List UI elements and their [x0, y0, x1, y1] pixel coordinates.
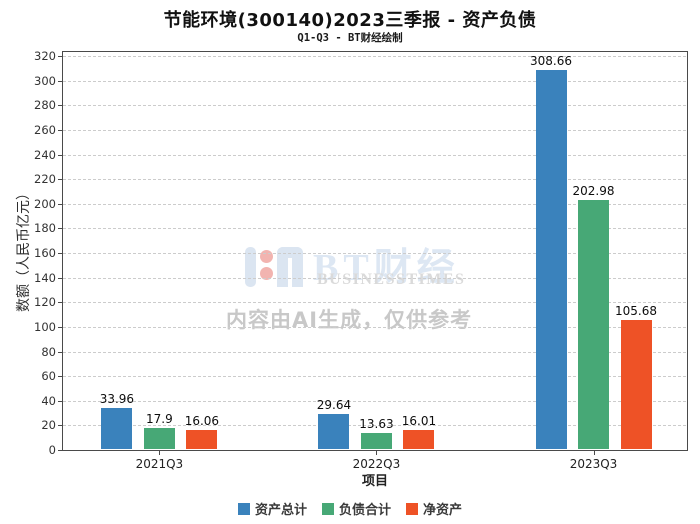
y-tick-label: 120: [34, 295, 56, 310]
gridline: [63, 203, 686, 205]
page-title: 节能环境(300140)2023三季报 - 资产负债: [163, 10, 537, 31]
y-tick-label: 180: [34, 221, 56, 236]
gridline: [63, 326, 686, 328]
gridline: [63, 179, 686, 181]
bar-2021Q3-负债合计: [143, 427, 175, 449]
gridline: [63, 302, 686, 304]
y-tick-mark: [58, 450, 62, 451]
bar-2022Q3-净资产: [403, 430, 435, 449]
y-tick-label: 240: [34, 147, 56, 162]
y-tick-label: 200: [34, 196, 56, 211]
y-tick-mark: [58, 425, 62, 427]
y-tick-label: 140: [34, 270, 56, 285]
y-tick-label: 0: [48, 443, 56, 457]
x-axis-title: 项目: [361, 474, 388, 489]
y-tick-mark: [58, 105, 62, 107]
bar-value-label: 105.68: [615, 303, 657, 318]
legend-label: 资产总计: [254, 503, 307, 518]
bar-2023Q3-净资产: [620, 319, 652, 449]
bar-2021Q3-净资产: [186, 430, 218, 449]
y-tick-label: 300: [34, 73, 56, 88]
x-tick-mark: [593, 451, 595, 455]
chart-subtitle: Q1-Q3 - BT财经绘制: [297, 32, 403, 44]
gridline: [63, 425, 686, 427]
gridline: [63, 56, 686, 57]
gridline: [63, 228, 686, 230]
bar-value-label: 33.96: [99, 392, 135, 407]
y-tick-mark: [58, 326, 62, 328]
bar-value-label: 17.9: [146, 411, 173, 426]
y-tick-mark: [58, 302, 62, 304]
y-tick-mark: [58, 56, 62, 57]
bar-2021Q3-资产总计: [101, 408, 133, 449]
legend: 资产总计 负债合计 净资产: [0, 499, 700, 518]
legend-swatch-icon: [406, 502, 418, 515]
bar-value-label: 308.66: [530, 53, 572, 68]
gridline: [63, 105, 686, 107]
y-tick-label: 280: [34, 98, 56, 113]
gridline: [63, 376, 686, 378]
bar-value-label: 29.64: [316, 397, 352, 412]
x-tick-label: 2021Q3: [135, 457, 184, 471]
gridline: [63, 154, 686, 156]
y-tick-mark: [58, 228, 62, 230]
bar-2023Q3-资产总计: [535, 69, 567, 449]
x-tick-label: 2023Q3: [569, 457, 618, 471]
bar-value-label: 13.63: [359, 417, 394, 432]
legend-swatch-icon: [237, 502, 250, 515]
gridline: [63, 129, 686, 131]
bar-value-label: 16.06: [184, 414, 220, 429]
x-tick-label: 2022Q3: [352, 457, 401, 471]
bar-value-label: 202.98: [572, 184, 615, 199]
y-tick-mark: [58, 253, 62, 254]
x-tick-mark: [376, 451, 378, 455]
y-tick-mark: [58, 400, 62, 402]
legend-label: 净资产: [423, 503, 463, 518]
y-tick-mark: [58, 351, 62, 353]
y-tick-label: 100: [34, 319, 56, 334]
y-tick-mark: [58, 179, 62, 181]
y-tick-label: 40: [41, 393, 56, 408]
bar-value-label: 16.01: [401, 414, 437, 429]
y-tick-mark: [58, 203, 62, 205]
gridline: [63, 80, 686, 82]
gridline: [63, 351, 686, 353]
y-tick-label: 80: [41, 344, 56, 359]
y-tick-label: 220: [34, 172, 56, 187]
x-tick-mark: [159, 451, 161, 455]
gridline: [63, 253, 686, 254]
gridline: [63, 400, 686, 402]
y-tick-mark: [58, 277, 62, 279]
legend-item: 负债合计: [321, 499, 391, 518]
y-tick-label: 320: [34, 49, 56, 63]
legend-item: 净资产: [406, 499, 462, 518]
y-tick-mark: [58, 376, 62, 378]
y-tick-label: 160: [34, 246, 56, 260]
legend-label: 负债合计: [338, 503, 391, 518]
bar-2022Q3-负债合计: [360, 433, 392, 449]
y-tick-mark: [58, 80, 62, 82]
y-tick-mark: [58, 129, 62, 131]
bar-2023Q3-负债合计: [578, 200, 609, 449]
y-tick-label: 260: [34, 122, 56, 137]
y-tick-mark: [58, 154, 62, 156]
y-tick-label: 60: [41, 369, 56, 384]
y-tick-label: 20: [41, 418, 56, 433]
legend-swatch-icon: [321, 502, 334, 515]
legend-item: 资产总计: [237, 499, 307, 518]
gridline: [63, 277, 686, 279]
bar-2022Q3-资产总计: [318, 413, 350, 449]
